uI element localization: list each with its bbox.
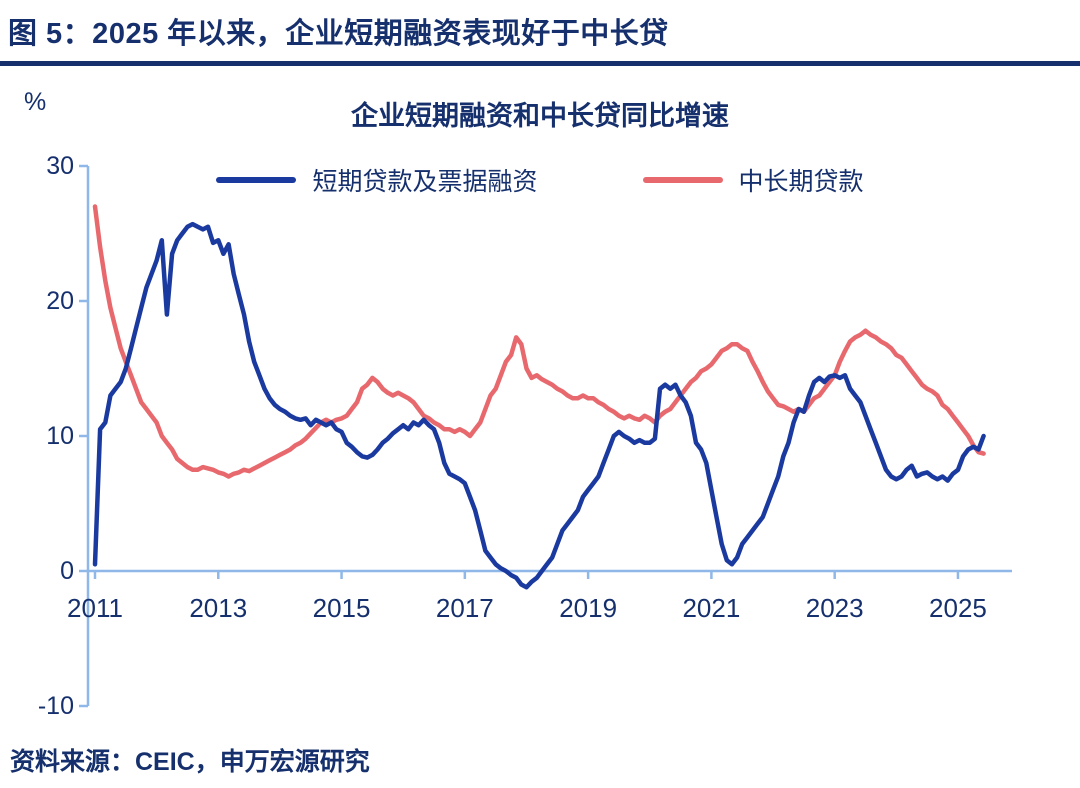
legend-swatch-medium-long xyxy=(642,177,723,183)
chart-area: % 企业短期融资和中长贷同比增速 短期贷款及票据融资 中长期贷款 30 20 10 0 -… xyxy=(0,66,1080,726)
legend: 短期贷款及票据融资 中长期贷款 xyxy=(0,162,1080,198)
series-line-short-term xyxy=(92,221,986,590)
x-tick-label: 2023 xyxy=(805,593,864,623)
legend-swatch-short-term xyxy=(216,177,297,183)
figure-title: 图 5：2025 年以来，企业短期融资表现好于中长贷 xyxy=(0,0,1080,66)
y-tick-label: 20 xyxy=(46,287,74,315)
line-chart xyxy=(79,164,1012,708)
legend-item: 短期贷款及票据融资 xyxy=(216,162,538,198)
x-tick-label: 2011 xyxy=(67,593,123,623)
x-tick-label: 2025 xyxy=(929,593,987,623)
y-tick-label: 30 xyxy=(46,152,74,180)
legend-label: 短期贷款及票据融资 xyxy=(312,168,538,196)
chart-title: 企业短期融资和中长贷同比增速 xyxy=(351,101,729,131)
x-tick-label: 2017 xyxy=(435,593,494,623)
legend-item: 中长期贷款 xyxy=(642,162,864,198)
y-tick-label: 10 xyxy=(46,422,74,450)
legend-label: 中长期贷款 xyxy=(738,168,864,196)
y-tick-label: 0 xyxy=(60,557,74,585)
x-tick-label: 2013 xyxy=(189,593,248,623)
x-tick-label: 2019 xyxy=(559,593,618,623)
source-note: 资料来源：CEIC，申万宏源研究 xyxy=(10,748,370,776)
x-tick-label: 2021 xyxy=(682,593,741,623)
y-axis-unit-label: % xyxy=(24,88,47,116)
y-tick-label: -10 xyxy=(37,692,74,720)
x-tick-label: 2015 xyxy=(312,593,371,623)
series-line-medium-long xyxy=(92,204,986,479)
